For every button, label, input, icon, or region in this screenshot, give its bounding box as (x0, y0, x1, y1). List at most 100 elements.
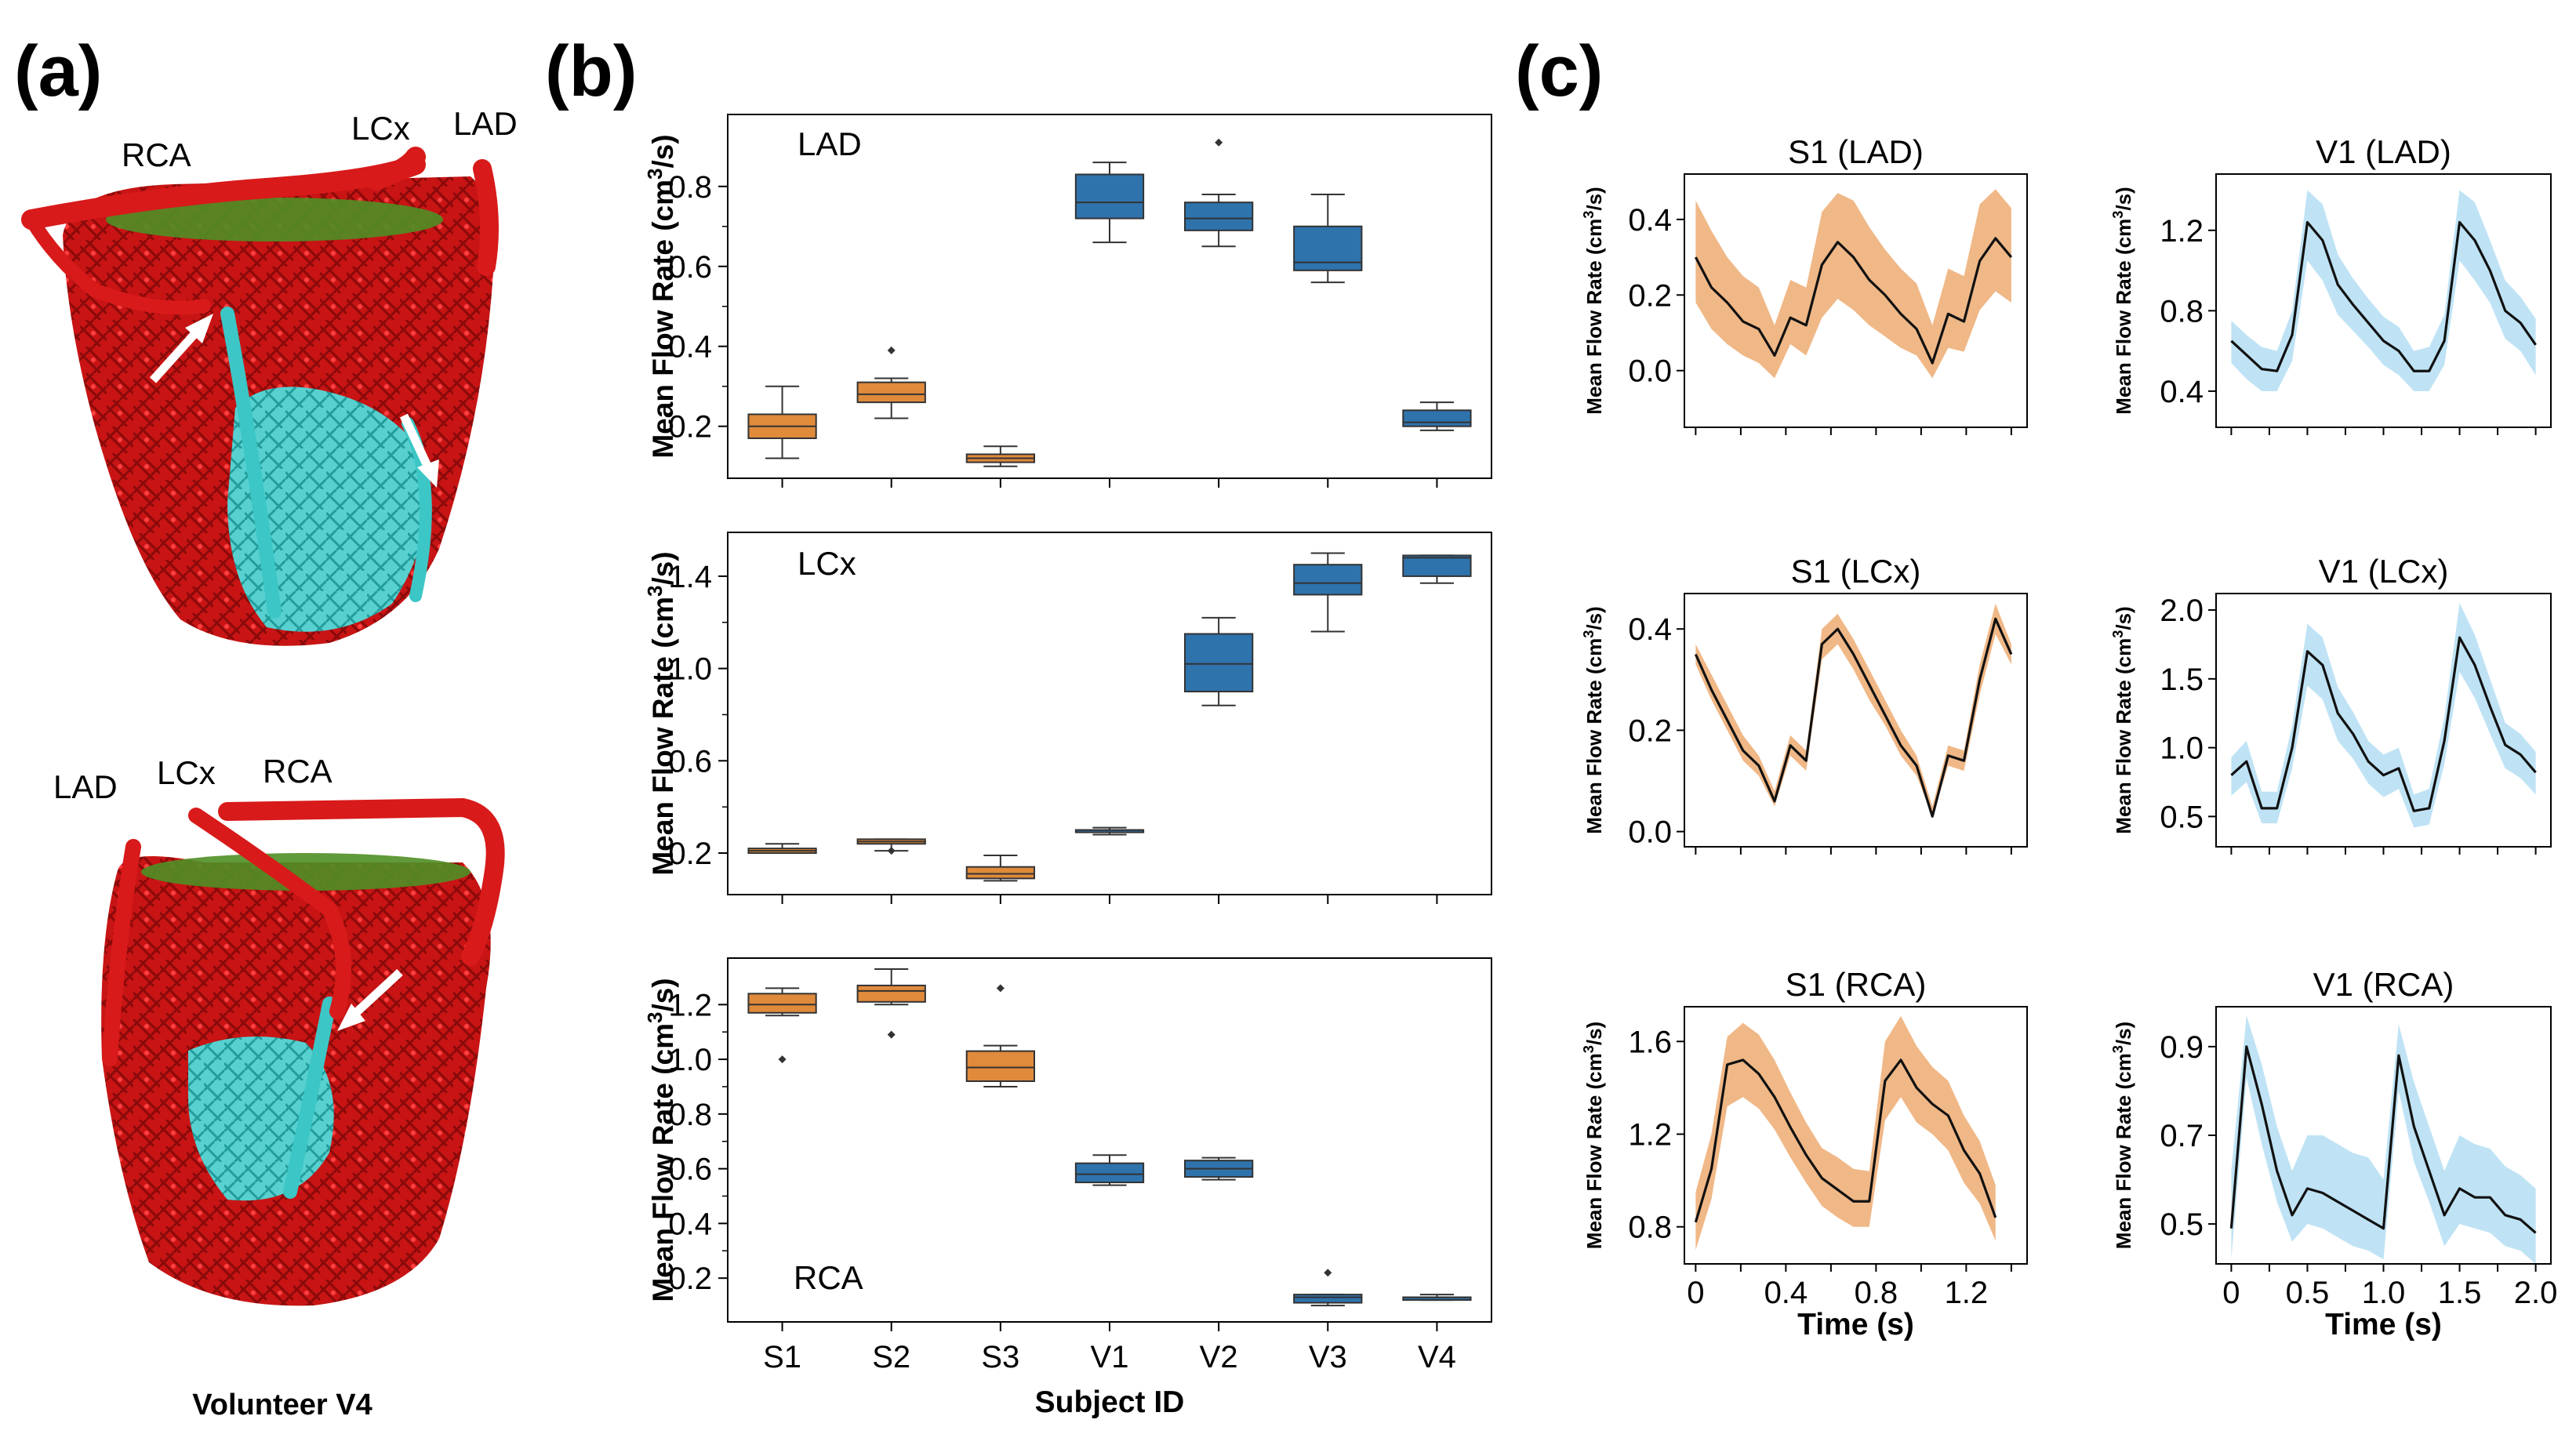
x-tick-label: S2 (872, 1340, 910, 1374)
y-axis-title: Mean Flow Rate (cm3/s) (645, 134, 679, 458)
y-axis-title: Mean Flow Rate (cm3/s) (1581, 606, 1606, 833)
label-lad-top: LAD (453, 105, 518, 142)
arrow-icon (417, 459, 439, 488)
box-s2 (856, 346, 926, 419)
box-iqr (1293, 225, 1363, 271)
lcx-vessel (188, 808, 351, 1019)
label-lad-bottom: LAD (53, 768, 118, 805)
x-tick-label: V2 (1200, 1340, 1238, 1374)
y-axis-title: Mean Flow Rate (cm3/s) (2110, 187, 2135, 414)
x-tick-label: V1 (1091, 1340, 1129, 1374)
subplot-title: S1 (RCA) (1786, 966, 1927, 1003)
y-tick-label: 0.6 (668, 250, 712, 285)
timeseries-s1-lad: 0.0 0.2 0.4 S1 (LAD) Mean Flow Rate (cm3/s) (1581, 133, 2028, 435)
x-tick-label: S3 (981, 1340, 1019, 1374)
box-s1 (747, 385, 817, 459)
myocardium-surface (141, 853, 471, 891)
outlier-point (887, 1030, 896, 1039)
axes-frame (1684, 173, 2028, 428)
volunteer-caption: Volunteer V4 (192, 1389, 372, 1421)
box-s3 (965, 445, 1035, 467)
y-tick-label: 1.0 (668, 1043, 712, 1077)
y-tick-label: 0.6 (668, 744, 712, 779)
box-v1 (1074, 1154, 1145, 1186)
box-v3 (1293, 552, 1363, 633)
rca-descending-vessel (24, 212, 211, 315)
y-tick-label: 1.0 (2160, 732, 2204, 766)
mean-flow-line (1694, 1058, 1997, 1223)
axes-frame (1684, 1006, 2028, 1265)
mean-flow-line (2229, 1045, 2537, 1234)
lad-branch-highlight (220, 307, 282, 619)
confidence-band (1695, 1015, 1996, 1251)
y-tick-label: 0.4 (1628, 612, 1672, 647)
heart-render-top: RCA LCx LAD (21, 105, 518, 646)
mean-flow-line (2230, 636, 2537, 812)
y-tick-label: 2.0 (2160, 594, 2204, 628)
box-v2 (1184, 1156, 1254, 1181)
axes-frame (727, 532, 1492, 895)
box-iqr (965, 866, 1035, 880)
outlier-point (1215, 138, 1223, 147)
myocardium-surface (106, 198, 443, 241)
x-tick-label: 1.2 (1945, 1276, 1989, 1310)
y-axis-title: Mean Flow Rate (cm3/s) (1581, 187, 1606, 414)
box-s1 (747, 843, 817, 855)
y-tick-label: 0.2 (1628, 713, 1672, 748)
x-tick-label: 1.0 (2362, 1276, 2406, 1310)
boxplot-rca: 0.2 0.4 0.6 0.8 1.0 1.2 S1 S2 S3 V1 V2 V3 V4 RCA Mean … (645, 957, 1492, 1419)
y-tick-label: 0.0 (1628, 354, 1672, 389)
outlier-point (778, 1055, 787, 1064)
box-s3 (965, 854, 1035, 882)
y-tick-label: 0.4 (668, 330, 712, 365)
panel-label-b: (b) (545, 31, 637, 111)
x-tick-label: 0 (2222, 1276, 2240, 1310)
timeseries-s1-lcx: 0.0 0.2 0.4 S1 (LCx) Mean Flow Rate (cm3/s) (1581, 553, 2028, 855)
y-tick-label: 1.2 (668, 988, 712, 1022)
lad-vessel (473, 159, 499, 276)
box-iqr (1184, 633, 1254, 693)
box-v2 (1184, 138, 1254, 248)
subplot-vessel-label: LAD (798, 125, 862, 162)
box-v2 (1184, 616, 1254, 706)
y-tick-label: 0.2 (1628, 278, 1672, 313)
y-axis-title: Mean Flow Rate (cm3/s) (645, 978, 679, 1302)
box-iqr (965, 1050, 1035, 1082)
subplot-vessel-label: RCA (794, 1259, 863, 1296)
outlier-point (996, 984, 1005, 993)
y-tick-label: 0.9 (2160, 1030, 2204, 1065)
y-tick-label: 0.8 (668, 1098, 712, 1132)
box-s1 (747, 987, 817, 1064)
confidence-band (2231, 603, 2536, 828)
box-v4 (1402, 401, 1472, 431)
box-v3 (1293, 1269, 1363, 1307)
rca-vessel (218, 797, 505, 966)
box-v3 (1293, 193, 1363, 284)
y-tick-label: 0.8 (2160, 294, 2204, 329)
confidence-band (1695, 189, 2011, 379)
heart-render-bottom: LAD LCx RCA (53, 753, 505, 1306)
lad-branch-highlight (283, 997, 336, 1199)
confidence-band (2231, 190, 2536, 391)
perfusion-territory (227, 387, 427, 632)
box-v1 (1074, 826, 1145, 836)
subplot-title: V1 (RCA) (2313, 966, 2454, 1003)
outlier-point (887, 847, 896, 855)
x-tick-label: 0.5 (2286, 1276, 2330, 1310)
y-axis-title: Mean Flow Rate (cm3/s) (2110, 1022, 2135, 1249)
x-axis-title: Time (s) (2325, 1308, 2442, 1342)
timeseries-v1-rca: 0.5 0.7 0.9 0 0.5 1.0 1.5 2.0 V1 (RCA) Mean Flow … (2110, 966, 2557, 1342)
lad-vessel (102, 839, 141, 1066)
panel-label-a: (a) (14, 31, 102, 111)
y-tick-label: 0.4 (2160, 375, 2204, 409)
x-tick-label: S1 (763, 1340, 801, 1374)
boxplot-lcx: 0.2 0.6 1.0 1.4 LCx Mean Flow Rate (cm3/s) (645, 532, 1492, 904)
x-axis-title: Subject ID (1035, 1385, 1185, 1419)
subplot-title: S1 (LAD) (1788, 133, 1924, 170)
box-v1 (1074, 162, 1145, 244)
label-rca-bottom: RCA (263, 753, 332, 790)
subplot-vessel-label: LCx (798, 545, 856, 582)
x-axis-title: Time (s) (1797, 1308, 1914, 1342)
arrow-icon (185, 314, 213, 343)
